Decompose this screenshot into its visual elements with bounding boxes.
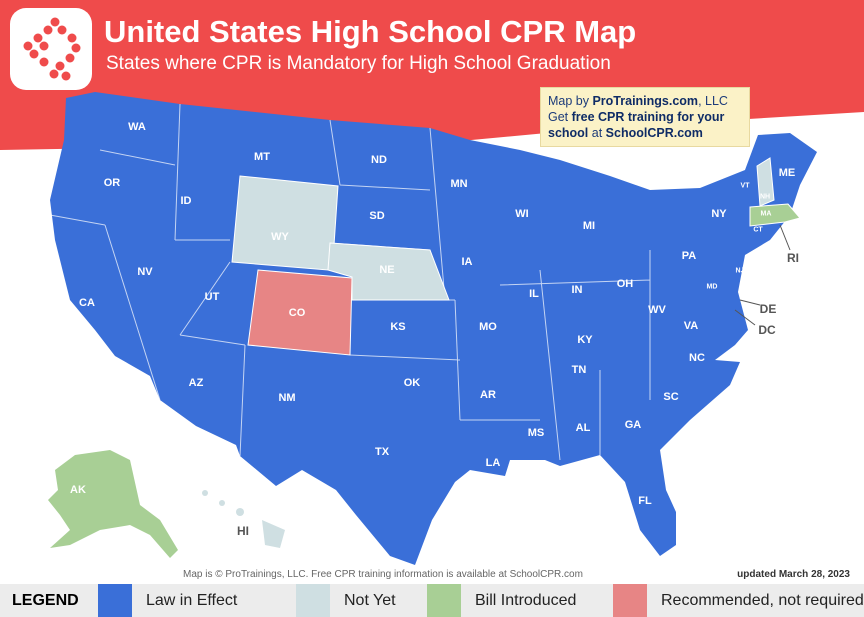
state-label-nh: NH — [759, 193, 771, 201]
brand-link[interactable]: ProTrainings.com — [592, 94, 699, 108]
state-label-de: DE — [759, 302, 777, 316]
state-label-mt: MT — [254, 151, 270, 163]
state-nh — [756, 157, 775, 207]
state-co — [247, 269, 353, 356]
state-label-va: VA — [683, 320, 699, 332]
callout-lines — [734, 224, 791, 326]
state-label-vt: VT — [740, 182, 750, 190]
state-label-nv: NV — [137, 266, 153, 278]
state-ma — [749, 203, 801, 227]
legend-swatch-not-yet — [296, 584, 330, 617]
legend-label: Bill Introduced — [475, 591, 577, 609]
updated-date: updated March 28, 2023 — [737, 569, 850, 580]
state-label-id: ID — [180, 195, 192, 207]
state-ne — [327, 242, 450, 301]
state-label-ut: UT — [204, 291, 220, 303]
state-label-mo: MO — [479, 321, 497, 333]
state-label-sd: SD — [369, 210, 385, 222]
state-label-il: IL — [529, 288, 539, 300]
state-label-wi: WI — [515, 208, 529, 220]
legend: LEGEND Law in Effect Not Yet Bill Introd… — [0, 584, 864, 617]
state-ak — [48, 450, 178, 558]
state-label-sc: SC — [663, 391, 679, 403]
state-label-nm: NM — [278, 392, 296, 404]
state-label-mn: MN — [450, 178, 468, 190]
protrainings-logo — [10, 8, 92, 90]
state-label-ia: IA — [461, 256, 473, 268]
state-label-nc: NC — [689, 352, 705, 364]
state-label-ca: CA — [79, 297, 95, 309]
legend-swatch-law — [98, 584, 132, 617]
state-label-ma: MA — [760, 210, 772, 218]
state-label-tx: TX — [374, 446, 390, 458]
state-label-al: AL — [575, 422, 591, 434]
state-label-ms: MS — [527, 427, 545, 439]
state-label-ar: AR — [480, 389, 496, 401]
state-label-la: LA — [485, 457, 501, 469]
info-text: , LLC — [698, 94, 728, 108]
state-label-ok: OK — [403, 377, 421, 389]
info-text: at — [588, 126, 606, 140]
state-label-ct: CT — [753, 226, 763, 234]
state-label-mi: MI — [582, 220, 596, 232]
cpr-dots-logo-icon — [23, 17, 81, 81]
state-label-or: OR — [103, 177, 121, 189]
state-wy — [231, 175, 339, 271]
state-label-wa: WA — [128, 121, 146, 133]
state-label-ne: NE — [379, 264, 395, 276]
page-title: United States High School CPR Map — [104, 14, 637, 49]
state-label-wy: WY — [271, 231, 289, 243]
state-label-ks: KS — [390, 321, 406, 333]
state-label-ky: KY — [577, 334, 593, 346]
state-label-fl: FL — [638, 495, 652, 507]
state-label-wv: WV — [648, 304, 666, 316]
state-label-oh: OH — [616, 278, 634, 290]
info-text: Map by — [548, 94, 593, 108]
state-label-pa: PA — [681, 250, 697, 262]
info-text: Get — [548, 110, 572, 124]
info-bold-text: free CPR training for your school — [548, 110, 725, 140]
state-label-tn: TN — [571, 364, 587, 376]
state-label-dc: DC — [758, 323, 776, 337]
state-label-ny: NY — [711, 208, 727, 220]
state-label-nd: ND — [371, 154, 387, 166]
state-label-nj: NJ — [735, 267, 745, 275]
state-label-ga: GA — [624, 419, 642, 431]
legend-swatch-bill — [427, 584, 461, 617]
state-label-me: ME — [778, 167, 796, 179]
state-label-az: AZ — [188, 377, 204, 389]
page-subtitle: States where CPR is Mandatory for High S… — [106, 53, 611, 74]
state-label-hi: HI — [237, 524, 249, 538]
legend-swatch-recommended — [613, 584, 647, 617]
legend-label: Recommended, not required — [661, 591, 864, 609]
legend-label: Not Yet — [344, 591, 396, 609]
info-box: Map by ProTrainings.com, LLC Get free CP… — [540, 87, 750, 147]
legend-title: LEGEND — [12, 591, 79, 609]
state-label-in: IN — [571, 284, 583, 296]
copyright-note: Map is © ProTrainings, LLC. Free CPR tra… — [183, 569, 583, 580]
state-hi — [202, 490, 285, 548]
site-link[interactable]: SchoolCPR.com — [605, 126, 703, 140]
state-label-ri: RI — [787, 251, 799, 265]
legend-label: Law in Effect — [146, 591, 238, 609]
state-label-md: MD — [706, 283, 718, 291]
state-label-ak: AK — [70, 484, 86, 496]
state-label-co: CO — [288, 307, 306, 319]
